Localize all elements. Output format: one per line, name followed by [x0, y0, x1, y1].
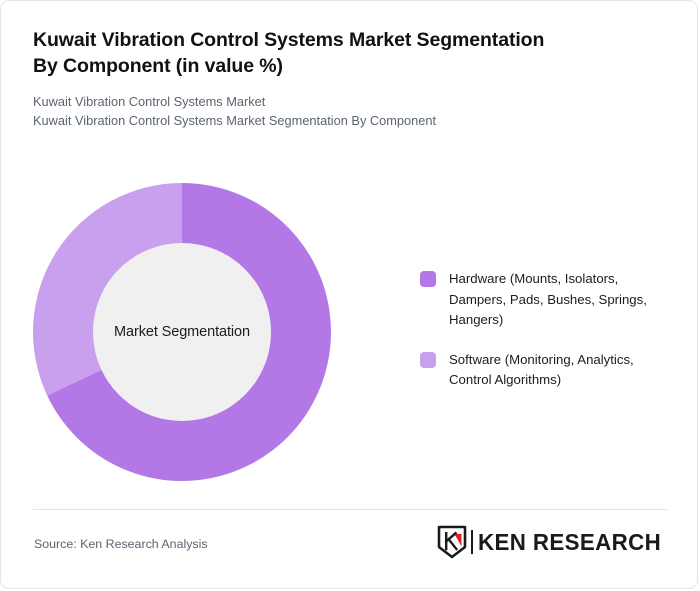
- brand-name: KEN RESEARCH: [478, 528, 662, 555]
- subtitle-line-1: Kuwait Vibration Control Systems Market: [33, 94, 266, 109]
- legend-item-label: Hardware (Mounts, Isolators, Dampers, Pa…: [449, 271, 647, 327]
- chart-body: Market Segmentation Hardware (Mounts, Is…: [1, 161, 697, 506]
- legend-item-label: Software (Monitoring, Analytics, Control…: [449, 351, 634, 388]
- legend-color-swatch: [420, 351, 436, 368]
- page-title: Kuwait Vibration Control Systems Market …: [33, 29, 545, 77]
- footer-divider: [33, 509, 667, 510]
- ken-research-logo: KEN RESEARCH: [437, 524, 667, 560]
- ken-research-shield-icon: [437, 525, 467, 559]
- brand-divider: [471, 530, 474, 554]
- source-note: Source: Ken Research Analysis: [34, 537, 208, 551]
- chart-legend: Hardware (Mounts, Isolators, Dampers, Pa…: [420, 269, 682, 391]
- chart-header: Kuwait Vibration Control Systems Market …: [33, 27, 633, 130]
- donut-chart: Market Segmentation: [32, 183, 331, 481]
- donut-center-hole: [93, 243, 271, 421]
- legend-color-swatch: [420, 271, 436, 287]
- legend-item[interactable]: Software (Monitoring, Analytics, Control…: [420, 350, 682, 391]
- subtitle-block: Kuwait Vibration Control Systems Market …: [33, 93, 633, 130]
- legend-item[interactable]: Hardware (Mounts, Isolators, Dampers, Pa…: [420, 269, 682, 331]
- subtitle-line-2: Kuwait Vibration Control Systems Market …: [33, 112, 437, 128]
- donut-chart-svg: [32, 183, 331, 481]
